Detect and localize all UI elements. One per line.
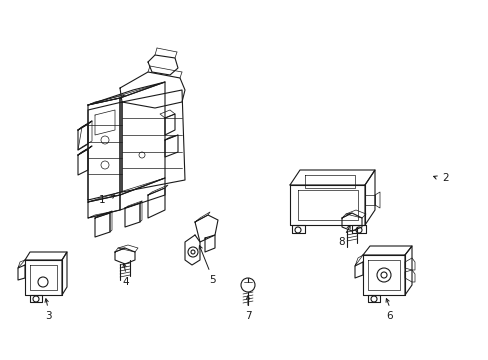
Text: 3: 3 [44,311,51,321]
Text: 2: 2 [442,173,448,183]
Text: 7: 7 [244,311,251,321]
Text: 1: 1 [99,195,105,205]
Text: 6: 6 [386,311,392,321]
Text: 5: 5 [208,275,215,285]
Text: 4: 4 [122,277,129,287]
Text: 8: 8 [338,237,345,247]
